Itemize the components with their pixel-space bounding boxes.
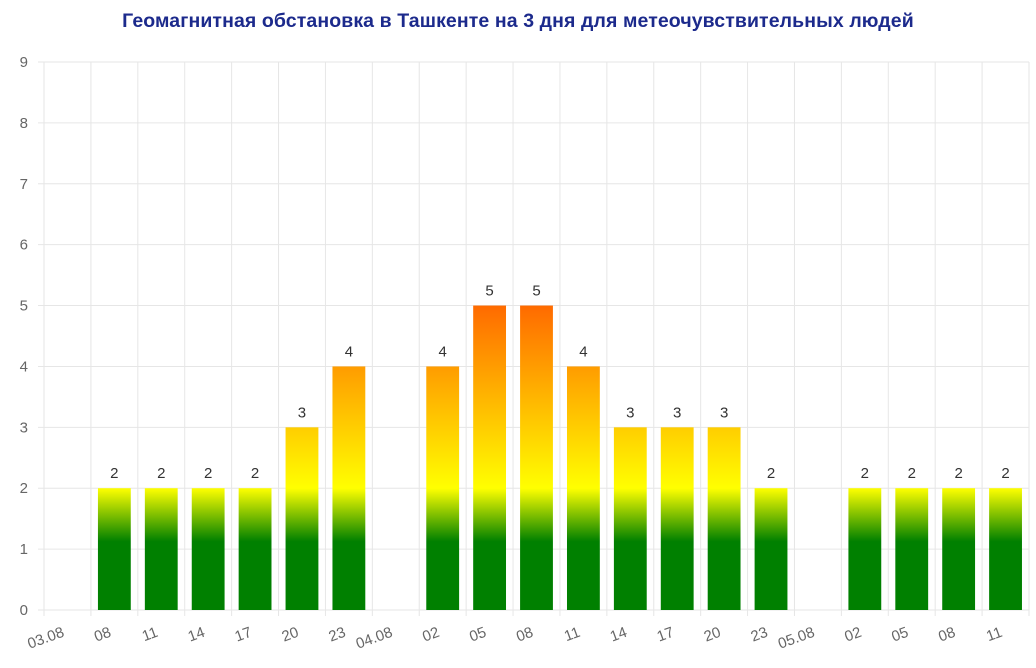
x-tick-label: 08: [92, 624, 113, 646]
x-tick-label: 04.08: [354, 624, 395, 653]
bar-value-label: 5: [532, 283, 540, 300]
bar-value-label: 3: [720, 404, 728, 421]
bars: [97, 305, 1022, 610]
bar-value-label: 4: [345, 343, 353, 360]
bar-value-label: 2: [954, 465, 962, 482]
bar: [426, 366, 460, 610]
grid-lines: [38, 61, 1030, 616]
x-tick-label: 08: [936, 624, 957, 646]
bar: [285, 427, 319, 610]
chart-title: Геомагнитная обстановка в Ташкенте на 3 …: [122, 10, 914, 32]
y-axis-ticks: 0 1 2 3 4 5 6 7 8 9: [20, 54, 28, 619]
bar-value-label: 2: [1001, 465, 1009, 482]
bar-value-label: 2: [204, 465, 212, 482]
bar: [473, 305, 507, 610]
y-tick-label: 5: [20, 298, 28, 315]
bar: [660, 427, 694, 610]
bar: [520, 305, 553, 610]
x-tick-label: 23: [749, 624, 770, 646]
bar-value-label: 2: [251, 465, 259, 482]
x-tick-label: 11: [140, 624, 160, 645]
x-tick-label: 20: [702, 624, 723, 646]
x-tick-label: 17: [655, 624, 676, 646]
bar: [97, 488, 131, 610]
y-tick-label: 8: [20, 115, 28, 132]
bar: [613, 427, 647, 610]
bar: [707, 427, 741, 610]
x-tick-label: 02: [842, 624, 863, 646]
bar: [332, 366, 366, 610]
x-tick-label: 14: [608, 624, 629, 646]
bar: [754, 488, 788, 610]
bar: [238, 488, 272, 610]
bar-value-label: 2: [908, 465, 916, 482]
y-tick-label: 0: [20, 602, 28, 619]
x-axis-ticks: 03.08 08 11 14 17 20 23 04.08 02 05 08 11 14 17 20 23 05…: [25, 624, 1004, 653]
bar: [989, 488, 1022, 610]
y-tick-label: 6: [20, 237, 28, 254]
x-tick-label: 03.08: [25, 624, 66, 653]
x-tick-label: 05: [467, 624, 488, 646]
bar-value-label: 2: [157, 465, 165, 482]
bar: [942, 488, 976, 610]
x-tick-label: 20: [280, 624, 301, 646]
bar-value-label: 4: [579, 343, 587, 360]
bar: [144, 488, 178, 610]
bar-value-label: 5: [485, 283, 493, 300]
x-tick-label: 17: [233, 624, 254, 646]
x-tick-label: 05: [889, 624, 910, 646]
bar: [895, 488, 929, 610]
y-tick-label: 7: [20, 176, 28, 193]
y-tick-label: 2: [20, 480, 28, 497]
bar-value-label: 2: [767, 465, 775, 482]
bar-value-label: 2: [861, 465, 869, 482]
x-tick-label: 23: [326, 624, 347, 646]
bar: [848, 488, 882, 610]
y-tick-label: 9: [20, 54, 28, 71]
bar: [191, 488, 225, 610]
x-tick-label: 08: [514, 624, 535, 646]
bar-value-label: 3: [298, 404, 306, 421]
y-tick-label: 3: [20, 419, 28, 436]
bar-value-label: 3: [626, 404, 634, 421]
x-tick-label: 05.08: [776, 624, 817, 653]
bar-value-label: 4: [439, 343, 447, 360]
bar-value-label: 3: [673, 404, 681, 421]
x-tick-label: 11: [984, 624, 1004, 645]
y-tick-label: 4: [20, 358, 28, 375]
x-tick-label: 02: [420, 624, 441, 646]
data-labels: 2 2 2 2 3 4 4 5 5 4 3 3 3 2 2 2 2 2: [110, 283, 1010, 483]
y-tick-label: 1: [20, 541, 28, 558]
bar: [566, 366, 600, 610]
bar-value-label: 2: [110, 465, 118, 482]
x-tick-label: 14: [186, 624, 207, 646]
x-tick-label: 11: [562, 624, 582, 645]
